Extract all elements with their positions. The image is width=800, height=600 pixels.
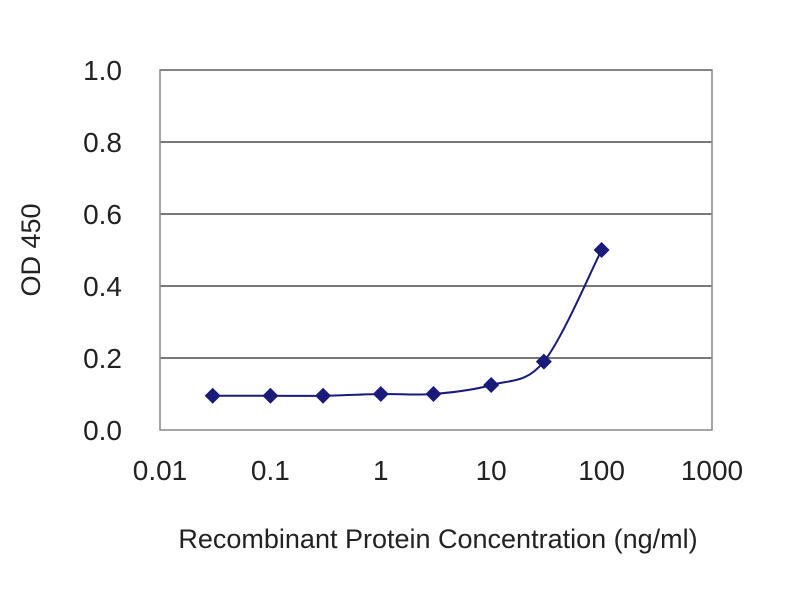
data-point — [262, 387, 279, 404]
y-axis-ticks: 0.0 0.2 0.4 0.6 0.8 1.0 — [83, 55, 122, 446]
series-line — [212, 249, 603, 397]
x-tick-label: 10 — [476, 455, 507, 486]
x-tick-label: 0.01 — [133, 455, 188, 486]
y-tick-label: 0.8 — [83, 127, 122, 158]
data-point — [483, 377, 500, 393]
y-tick-label: 0.6 — [83, 199, 122, 230]
y-tick-label: 1.0 — [83, 55, 122, 86]
x-axis-title: Recombinant Protein Concentration (ng/ml… — [178, 524, 697, 554]
y-tick-label: 0.0 — [83, 415, 122, 446]
grid-lines — [160, 69, 712, 359]
data-point — [593, 242, 610, 258]
x-tick-label: 1000 — [681, 455, 743, 486]
data-point — [204, 387, 221, 404]
data-point — [535, 353, 552, 370]
y-tick-label: 0.4 — [83, 271, 122, 302]
x-tick-label: 0.1 — [251, 455, 290, 486]
data-point — [425, 386, 442, 402]
x-axis-ticks: 0.01 0.1 1 10 100 1000 — [133, 455, 743, 486]
x-tick-label: 100 — [578, 455, 625, 486]
data-point — [372, 386, 389, 402]
x-tick-label: 1 — [373, 455, 389, 486]
y-tick-label: 0.2 — [83, 343, 122, 374]
data-point — [315, 387, 332, 404]
plot-area — [159, 69, 713, 431]
y-axis-title: OD 450 — [16, 203, 46, 296]
series-markers — [204, 242, 610, 404]
